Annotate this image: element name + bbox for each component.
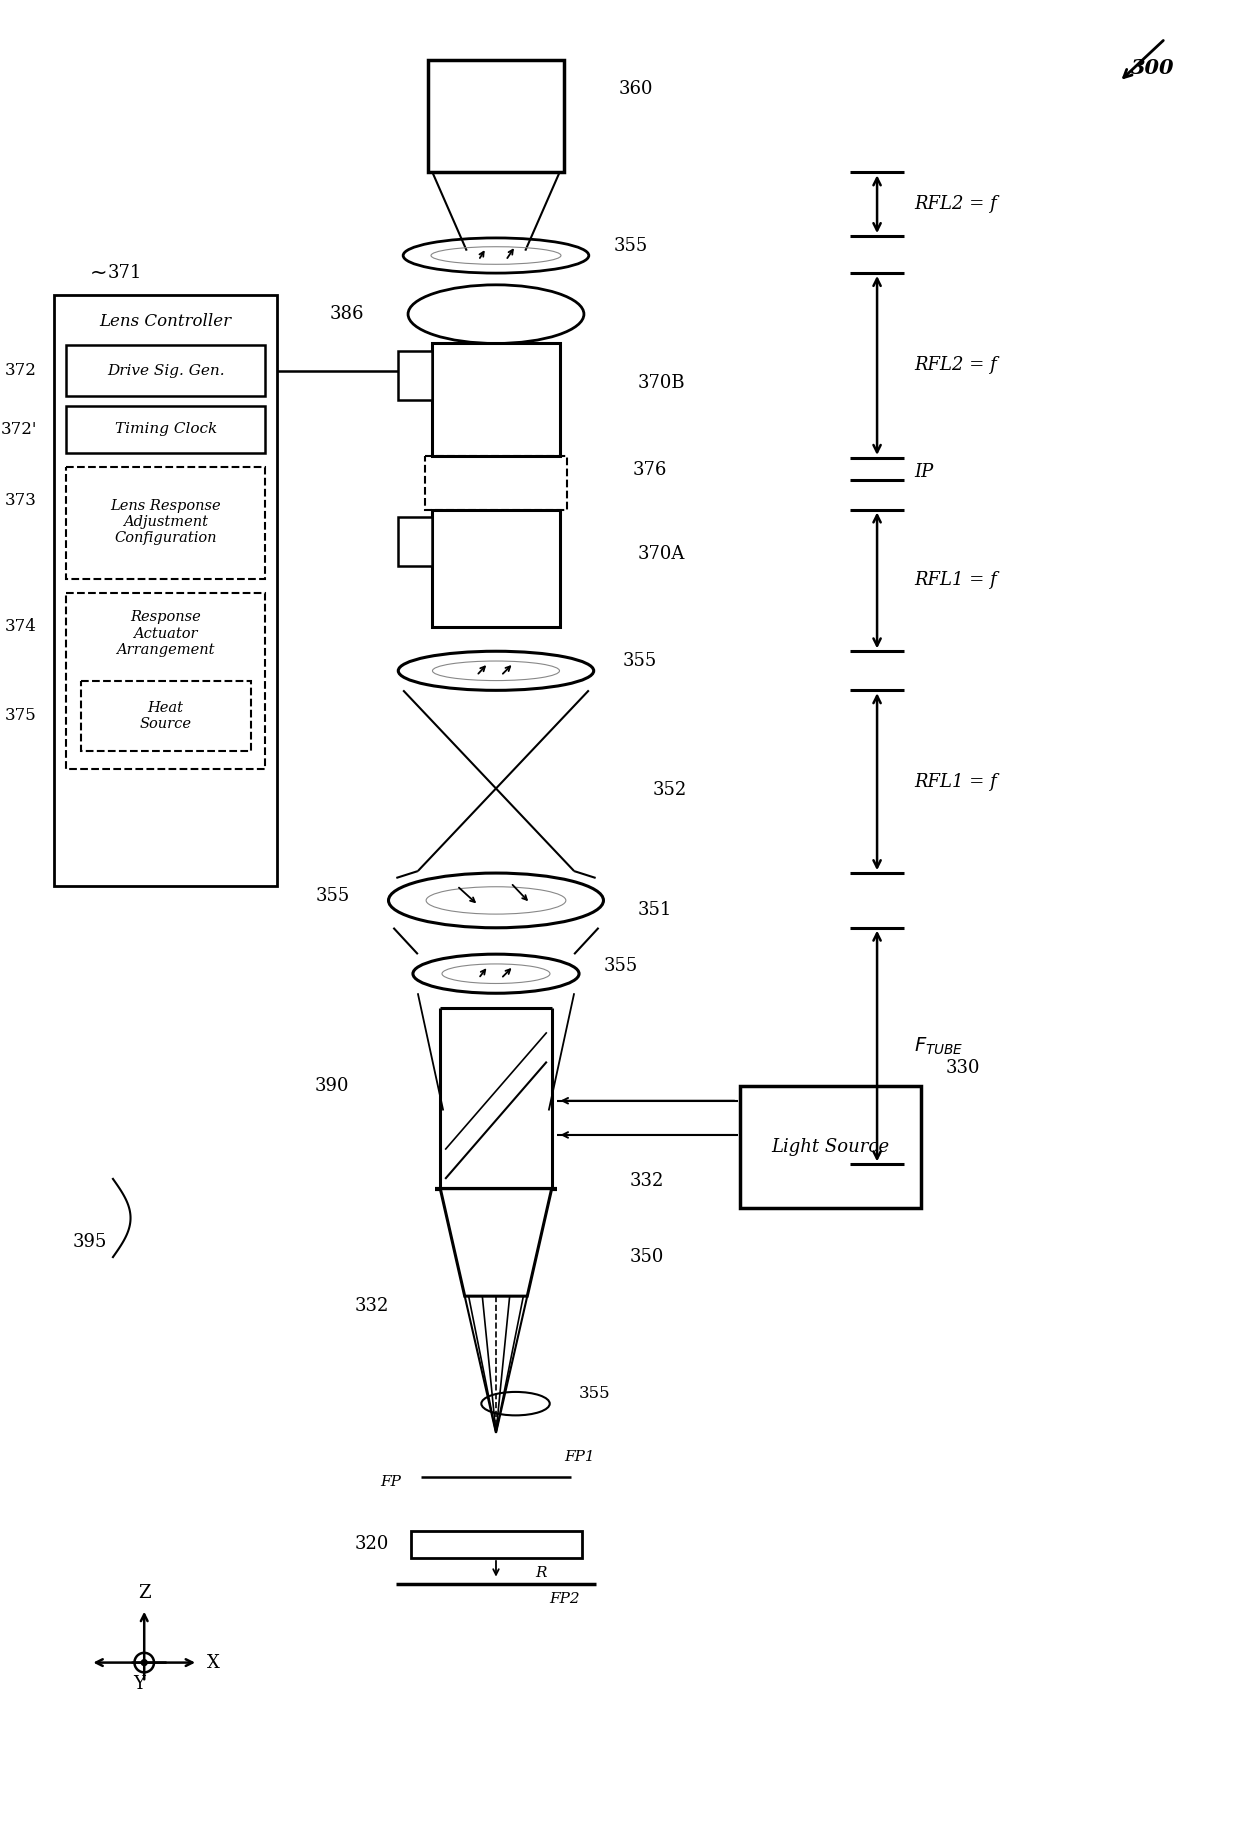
- Bar: [398, 351, 433, 400]
- Bar: [66, 345, 265, 397]
- Text: 395: 395: [73, 1233, 107, 1251]
- Bar: [398, 518, 433, 566]
- Text: RFL1 = f: RFL1 = f: [914, 571, 997, 590]
- Text: Y: Y: [134, 1675, 145, 1694]
- Text: 330: 330: [945, 1060, 980, 1078]
- Text: 370A: 370A: [637, 544, 684, 562]
- Text: Lens Response
Adjustment
Configuration: Lens Response Adjustment Configuration: [110, 500, 221, 546]
- Bar: [66, 406, 265, 454]
- Text: 332: 332: [355, 1297, 388, 1315]
- Bar: [433, 509, 559, 626]
- Text: 373: 373: [5, 492, 37, 509]
- Text: R: R: [536, 1565, 547, 1580]
- Text: Heat
Source: Heat Source: [140, 700, 192, 731]
- Text: Z: Z: [138, 1583, 150, 1602]
- Text: 370B: 370B: [637, 373, 686, 391]
- Text: 372: 372: [5, 362, 37, 378]
- Text: 376: 376: [632, 461, 667, 479]
- Circle shape: [141, 1659, 148, 1666]
- Text: 375: 375: [5, 707, 37, 724]
- Text: 374: 374: [5, 619, 37, 636]
- Text: IP: IP: [914, 463, 934, 481]
- Text: 351: 351: [637, 902, 672, 918]
- Text: 350: 350: [630, 1247, 665, 1266]
- Text: 355: 355: [604, 957, 637, 975]
- Text: 300: 300: [1131, 59, 1174, 79]
- Bar: [424, 456, 568, 509]
- Bar: [433, 344, 559, 456]
- Text: 360: 360: [618, 81, 652, 99]
- Text: ~: ~: [89, 263, 107, 283]
- Text: Timing Clock: Timing Clock: [114, 423, 217, 437]
- Text: RFL2 = f: RFL2 = f: [914, 356, 997, 375]
- Text: 355: 355: [315, 887, 350, 904]
- Text: 355: 355: [579, 1385, 610, 1402]
- Text: RFL2 = f: RFL2 = f: [914, 195, 997, 213]
- Text: 355: 355: [622, 652, 657, 671]
- Text: 386: 386: [330, 305, 365, 323]
- Text: 372': 372': [0, 421, 37, 437]
- Text: FP: FP: [381, 1475, 402, 1488]
- Bar: [410, 1530, 582, 1558]
- Text: 320: 320: [355, 1536, 388, 1554]
- Text: Lens Controller: Lens Controller: [99, 314, 232, 331]
- Bar: [55, 294, 277, 885]
- Text: 332: 332: [630, 1172, 665, 1190]
- Bar: [428, 61, 564, 173]
- Bar: [81, 680, 250, 751]
- Text: X: X: [207, 1653, 219, 1672]
- Text: FP2: FP2: [549, 1593, 580, 1606]
- Text: Light Source: Light Source: [771, 1137, 889, 1155]
- Bar: [66, 593, 265, 768]
- Text: $F_{TUBE}$: $F_{TUBE}$: [914, 1036, 963, 1056]
- Text: 355: 355: [614, 237, 647, 255]
- Text: RFL1 = f: RFL1 = f: [914, 773, 997, 790]
- Polygon shape: [440, 1189, 552, 1297]
- Text: 390: 390: [315, 1076, 350, 1095]
- Text: Response
Actuator
Arrangement: Response Actuator Arrangement: [117, 610, 215, 658]
- Text: 371: 371: [108, 265, 143, 283]
- Text: Drive Sig. Gen.: Drive Sig. Gen.: [107, 364, 224, 378]
- Text: 352: 352: [652, 781, 687, 799]
- Text: FP1: FP1: [564, 1451, 595, 1464]
- Bar: [740, 1086, 921, 1209]
- Bar: [66, 467, 265, 579]
